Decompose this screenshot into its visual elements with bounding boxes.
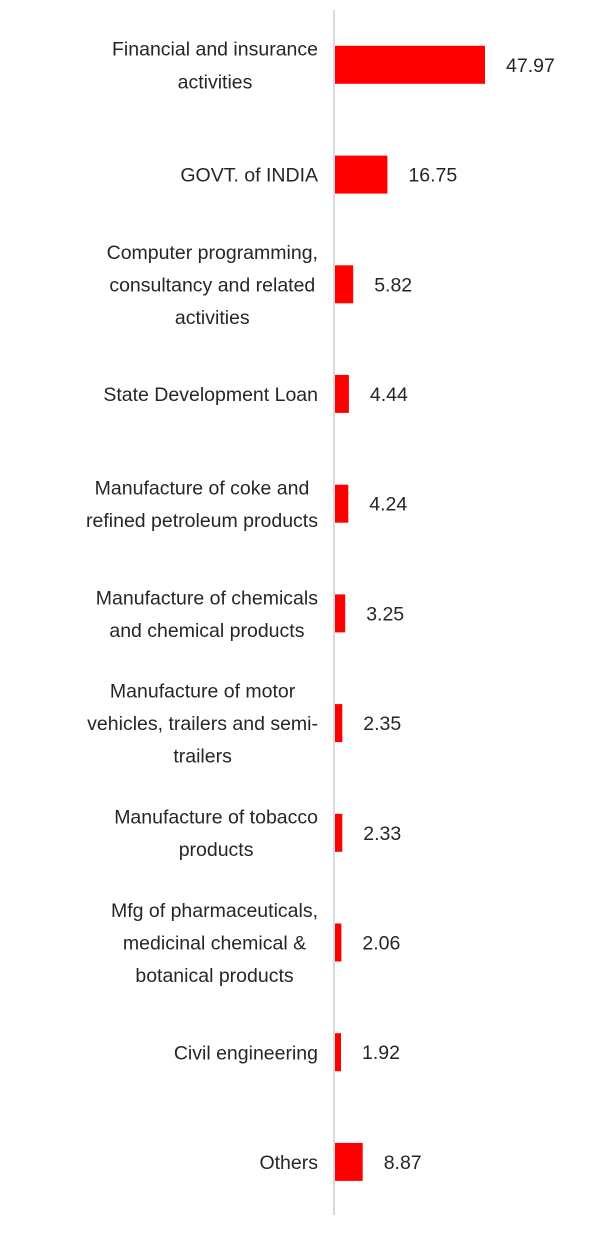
data-label-5: 4.24 (369, 494, 407, 516)
tick-label: Manufacture of chemicals (96, 587, 318, 609)
data-label-9: 2.06 (362, 933, 400, 955)
category-label-3: Computer programming, consultancy and rel… (107, 242, 318, 329)
bar-9 (335, 923, 342, 962)
tick-label: Manufacture of tobacco (114, 807, 318, 829)
bar-11 (335, 1142, 363, 1181)
tick-label: consultancy and related (109, 274, 315, 296)
tick-label: GOVT. of INDIA (180, 165, 318, 187)
tick-label: Computer programming, (107, 242, 318, 264)
tick-label: products (179, 839, 254, 861)
category-label-8: Manufacture of tobacco products (114, 807, 318, 862)
bar-8 (335, 813, 343, 852)
tick-label: Civil engineering (174, 1042, 318, 1064)
data-label-4: 4.44 (370, 384, 408, 406)
bar-4 (335, 374, 349, 413)
tick-label: botanical products (135, 965, 294, 987)
bar-10 (335, 1033, 341, 1072)
tick-label: Manufacture of motor (110, 681, 296, 703)
bar-2 (335, 155, 388, 194)
data-label-8: 2.33 (363, 823, 401, 845)
tick-label: refined petroleum products (86, 510, 318, 532)
category-label-2: GOVT. of INDIA (180, 165, 318, 187)
tick-label: vehicles, trailers and semi- (87, 713, 318, 735)
tick-label: and chemical products (109, 620, 304, 642)
data-label-11: 8.87 (384, 1152, 422, 1174)
category-label-9: Mfg of pharmaceuticals, medicinal chemica… (111, 900, 318, 987)
data-label-6: 3.25 (366, 603, 404, 625)
data-label-1: 47.97 (506, 55, 555, 77)
tick-label: State Development Loan (103, 384, 318, 406)
category-label-7: Manufacture of motor vehicles, trailers a… (87, 681, 318, 768)
tick-label: Mfg of pharmaceuticals, (111, 900, 318, 922)
category-label-6: Manufacture of chemicals and chemical pro… (96, 587, 318, 642)
tick-label: trailers (173, 746, 232, 768)
tick-label: Manufacture of coke and (95, 478, 310, 500)
category-label-5: Manufacture of coke and refined petroleum… (86, 478, 318, 532)
bar-5 (335, 484, 349, 523)
tick-label: activities (175, 307, 250, 329)
bar-1 (335, 45, 485, 84)
data-label-2: 16.75 (408, 165, 457, 187)
bar-7 (335, 704, 343, 743)
bar-3 (335, 265, 354, 304)
category-label-10: Civil engineering (174, 1042, 318, 1064)
tick-label: activities (178, 71, 253, 93)
tick-label: medicinal chemical & (123, 933, 306, 955)
data-label-7: 2.35 (363, 713, 401, 735)
category-label-1: Financial and insurance activities (112, 39, 318, 94)
tick-label: Financial and insurance (112, 39, 318, 61)
data-label-3: 5.82 (374, 274, 412, 296)
category-label-11: Others (259, 1152, 318, 1174)
category-label-4: State Development Loan (103, 384, 318, 406)
bar-6 (335, 594, 346, 633)
data-label-10: 1.92 (362, 1042, 400, 1064)
tick-label: Others (259, 1152, 318, 1174)
